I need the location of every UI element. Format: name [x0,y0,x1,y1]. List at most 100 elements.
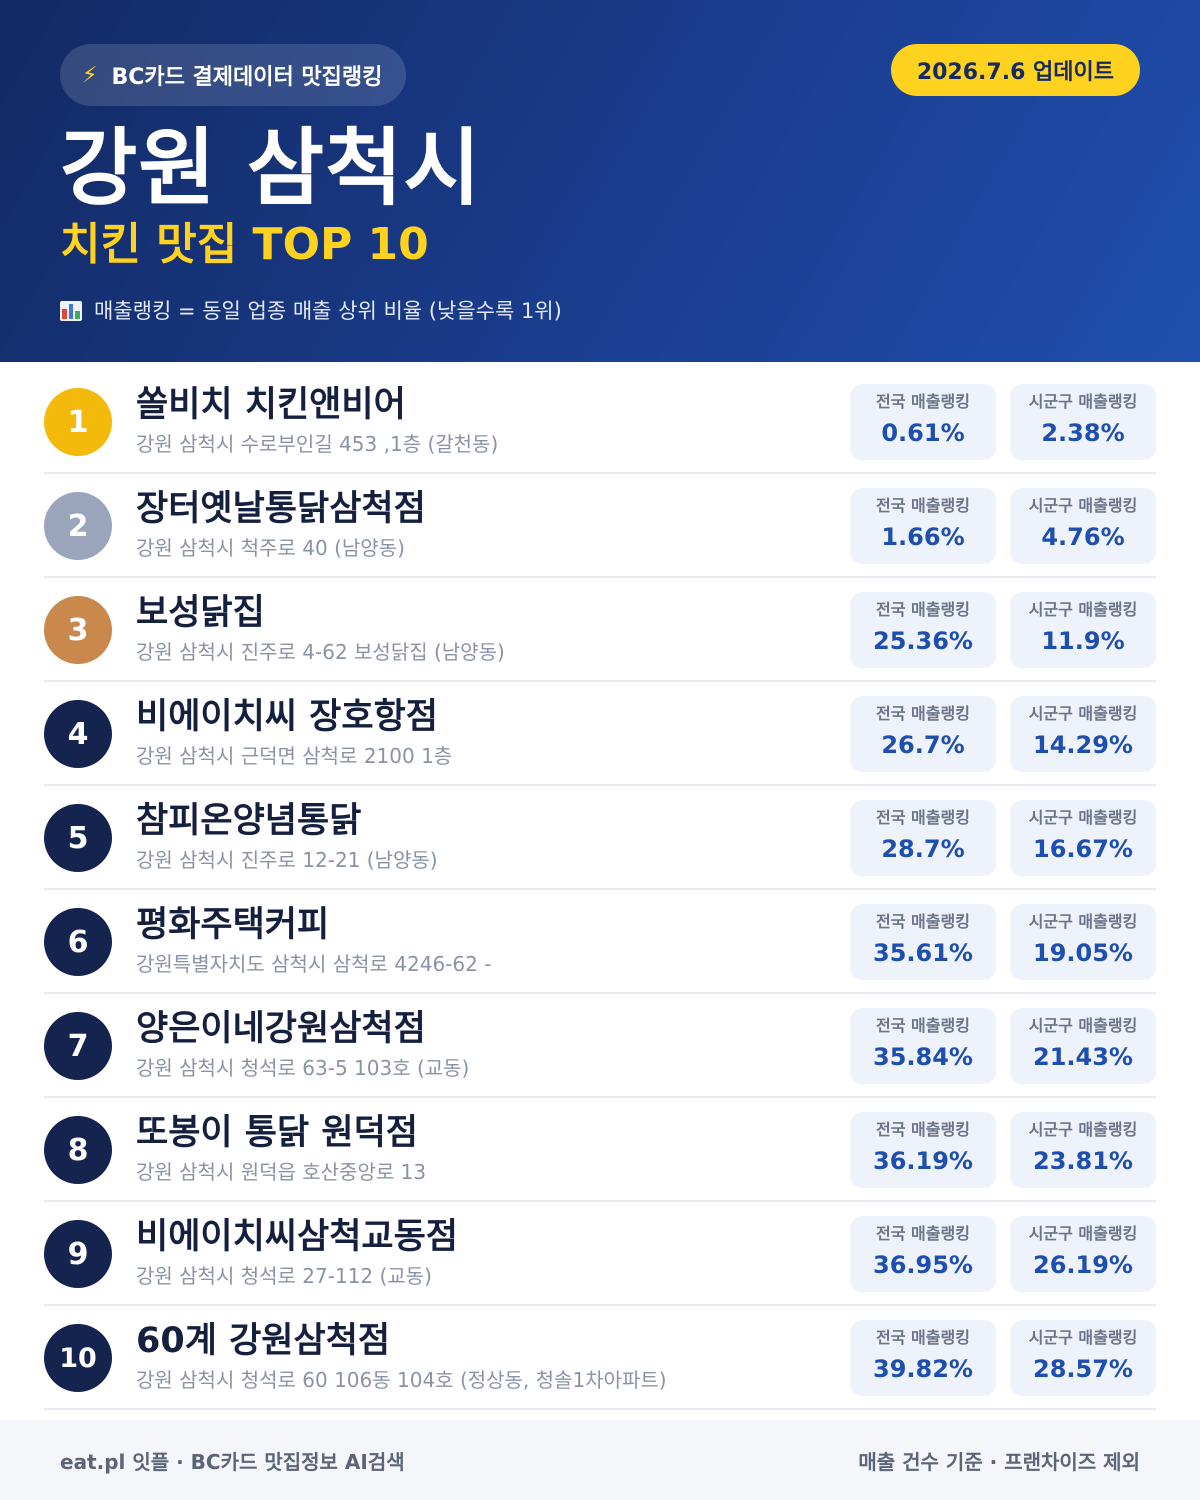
national-rank-box: 전국 매출랭킹 1.66% [850,488,996,564]
local-rank-value: 23.81% [1033,1147,1133,1175]
page-title: 강원 삼척시 [60,119,482,217]
local-rank-label: 시군구 매출랭킹 [1028,808,1138,827]
rank-badge: 7 [44,1012,112,1080]
local-rank-box: 시군구 매출랭킹 28.57% [1010,1320,1156,1396]
list-item[interactable]: 5 참피온양념통닭 강원 삼척시 진주로 12-21 (남양동) 전국 매출랭킹 28.… [44,786,1156,890]
legend-note: 매출랭킹 = 동일 업종 매출 상위 비율 (낮을수록 1위) [60,296,562,326]
restaurant-name: 또봉이 통닭 원덕점 [136,1113,418,1153]
footer: eat.pl 잇플 · BC카드 맛집정보 AI검색 매출 건수 기준 · 프랜… [0,1420,1200,1500]
restaurant-name: 쏠비치 치킨앤비어 [136,385,406,425]
local-rank-box: 시군구 매출랭킹 19.05% [1010,904,1156,980]
national-rank-value: 35.61% [873,939,973,967]
local-rank-value: 28.57% [1033,1355,1133,1383]
rank-badge: 6 [44,908,112,976]
national-rank-label: 전국 매출랭킹 [876,1120,970,1139]
national-rank-value: 1.66% [881,523,965,551]
local-rank-value: 21.43% [1033,1043,1133,1071]
national-rank-label: 전국 매출랭킹 [876,1016,970,1035]
local-rank-label: 시군구 매출랭킹 [1028,1224,1138,1243]
national-rank-box: 전국 매출랭킹 36.19% [850,1112,996,1188]
national-rank-label: 전국 매출랭킹 [876,1224,970,1243]
restaurant-address: 강원 삼척시 근덕면 삼척로 2100 1층 [136,744,453,768]
national-rank-value: 39.82% [873,1355,973,1383]
source-label: BC카드 결제데이터 맛집랭킹 [111,65,383,90]
local-rank-label: 시군구 매출랭킹 [1028,600,1138,619]
list-item[interactable]: 4 비에이치씨 장호항점 강원 삼척시 근덕면 삼척로 2100 1층 전국 매출랭킹… [44,682,1156,786]
restaurant-address: 강원 삼척시 청석로 60 106동 104호 (정상동, 청솔1차아파트) [136,1368,667,1392]
rank-badge: 8 [44,1116,112,1184]
header-banner: ⚡ BC카드 결제데이터 맛집랭킹 2026.7.6 업데이트 강원 삼척시 치… [0,0,1200,362]
local-rank-box: 시군구 매출랭킹 26.19% [1010,1216,1156,1292]
local-rank-value: 19.05% [1033,939,1133,967]
local-rank-box: 시군구 매출랭킹 21.43% [1010,1008,1156,1084]
local-rank-label: 시군구 매출랭킹 [1028,1016,1138,1035]
local-rank-label: 시군구 매출랭킹 [1028,1328,1138,1347]
restaurant-address: 강원 삼척시 원덕읍 호산중앙로 13 [136,1160,427,1184]
national-rank-box: 전국 매출랭킹 35.84% [850,1008,996,1084]
local-rank-value: 26.19% [1033,1251,1133,1279]
national-rank-box: 전국 매출랭킹 35.61% [850,904,996,980]
source-pill: ⚡ BC카드 결제데이터 맛집랭킹 [60,44,407,106]
national-rank-value: 36.19% [873,1147,973,1175]
rank-badge: 1 [44,388,112,456]
local-rank-label: 시군구 매출랭킹 [1028,912,1138,931]
restaurant-address: 강원 삼척시 청석로 27-112 (교동) [136,1264,432,1288]
national-rank-box: 전국 매출랭킹 26.7% [850,696,996,772]
restaurant-name: 보성닭집 [136,593,265,633]
national-rank-box: 전국 매출랭킹 28.7% [850,800,996,876]
local-rank-box: 시군구 매출랭킹 14.29% [1010,696,1156,772]
restaurant-address: 강원특별자치도 삼척시 삼척로 4246-62 - [136,952,492,976]
national-rank-box: 전국 매출랭킹 36.95% [850,1216,996,1292]
national-rank-label: 전국 매출랭킹 [876,912,970,931]
national-rank-label: 전국 매출랭킹 [876,808,970,827]
list-item[interactable]: 7 양은이네강원삼척점 강원 삼척시 청석로 63-5 103호 (교동) 전국 매출… [44,994,1156,1098]
national-rank-label: 전국 매출랭킹 [876,1328,970,1347]
restaurant-name: 장터옛날통닭삼척점 [136,489,426,529]
local-rank-label: 시군구 매출랭킹 [1028,392,1138,411]
national-rank-box: 전국 매출랭킹 39.82% [850,1320,996,1396]
local-rank-box: 시군구 매출랭킹 11.9% [1010,592,1156,668]
restaurant-name: 평화주택커피 [136,905,330,945]
national-rank-label: 전국 매출랭킹 [876,600,970,619]
national-rank-value: 25.36% [873,627,973,655]
bar-chart-icon [60,301,82,321]
rank-badge: 2 [44,492,112,560]
local-rank-value: 14.29% [1033,731,1133,759]
national-rank-box: 전국 매출랭킹 25.36% [850,592,996,668]
national-rank-label: 전국 매출랭킹 [876,496,970,515]
page-subtitle: 치킨 맛집 TOP 10 [60,219,429,270]
rank-badge: 4 [44,700,112,768]
restaurant-address: 강원 삼척시 진주로 4-62 보성닭집 (남양동) [136,640,505,664]
restaurant-address: 강원 삼척시 수로부인길 453 ,1층 (갈천동) [136,432,499,456]
local-rank-box: 시군구 매출랭킹 4.76% [1010,488,1156,564]
local-rank-box: 시군구 매출랭킹 23.81% [1010,1112,1156,1188]
national-rank-value: 0.61% [881,419,965,447]
rank-badge: 5 [44,804,112,872]
footer-source: eat.pl 잇플 · BC카드 맛집정보 AI검색 [60,1449,405,1474]
restaurant-name: 비에이치씨삼척교동점 [136,1217,459,1257]
national-rank-label: 전국 매출랭킹 [876,392,970,411]
local-rank-label: 시군구 매출랭킹 [1028,704,1138,723]
local-rank-box: 시군구 매출랭킹 2.38% [1010,384,1156,460]
restaurant-address: 강원 삼척시 척주로 40 (남양동) [136,536,405,560]
national-rank-value: 26.7% [881,731,965,759]
restaurant-address: 강원 삼척시 청석로 63-5 103호 (교동) [136,1056,470,1080]
national-rank-box: 전국 매출랭킹 0.61% [850,384,996,460]
list-item[interactable]: 10 60계 강원삼척점 강원 삼척시 청석로 60 106동 104호 (정상동,… [44,1306,1156,1410]
update-badge: 2026.7.6 업데이트 [890,44,1140,96]
rank-badge: 3 [44,596,112,664]
local-rank-value: 4.76% [1041,523,1125,551]
lightning-bolt-icon: ⚡ [82,62,98,88]
legend-text: 매출랭킹 = 동일 업종 매출 상위 비율 (낮을수록 1위) [94,299,562,323]
national-rank-label: 전국 매출랭킹 [876,704,970,723]
restaurant-name: 참피온양념통닭 [136,801,362,841]
rank-badge: 9 [44,1220,112,1288]
local-rank-value: 2.38% [1041,419,1125,447]
